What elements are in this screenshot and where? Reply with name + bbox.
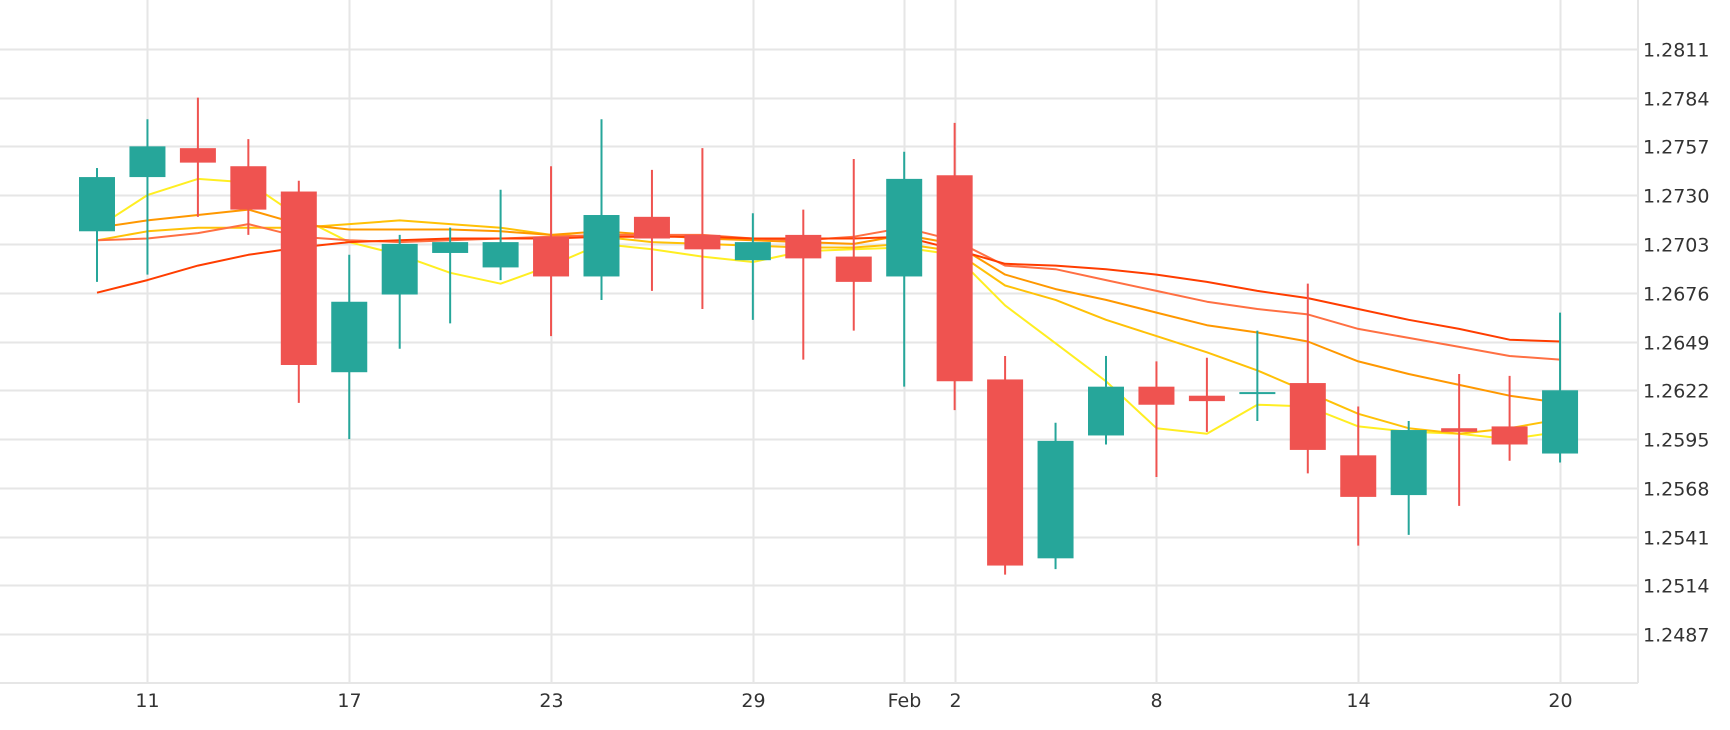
y-tick-label: 1.2595 xyxy=(1643,430,1709,452)
x-tick-label: 14 xyxy=(1346,690,1370,712)
candle-body xyxy=(1138,386,1175,405)
y-tick-label: 1.2487 xyxy=(1643,625,1709,647)
candle xyxy=(1441,374,1478,506)
candle-body xyxy=(1491,426,1528,445)
candle-body xyxy=(936,175,973,382)
candle-body xyxy=(1037,440,1074,559)
y-tick-label: 1.2703 xyxy=(1643,235,1709,257)
axes: 1.2811 1.2784 1.2757 1.2730 1.2703 1.2676 1.26… xyxy=(135,40,1709,713)
candle xyxy=(1390,421,1427,535)
candle-body xyxy=(987,379,1024,566)
candle xyxy=(583,119,620,300)
candle-body xyxy=(785,234,822,259)
y-tick-label: 1.2541 xyxy=(1643,528,1709,550)
candle-body xyxy=(1542,390,1579,454)
x-tick-label: Feb xyxy=(888,690,922,712)
candle-body xyxy=(583,215,620,277)
candle-body xyxy=(331,301,368,373)
candle-body xyxy=(432,242,469,253)
candle-body xyxy=(381,243,418,295)
x-tick-label: 2 xyxy=(949,690,961,712)
x-tick-label: 29 xyxy=(741,690,765,712)
candle xyxy=(280,180,317,403)
candle xyxy=(734,213,771,320)
candle xyxy=(633,169,670,291)
candle xyxy=(129,119,166,275)
candle-body xyxy=(886,178,923,277)
y-tick-label: 1.2622 xyxy=(1643,381,1709,403)
y-tick-label: 1.2568 xyxy=(1643,479,1709,501)
y-tick-label: 1.2730 xyxy=(1643,186,1709,208)
candle-body xyxy=(179,148,216,163)
candle xyxy=(179,97,216,217)
candle-body xyxy=(835,256,872,282)
candle-body xyxy=(734,242,771,261)
candle xyxy=(1542,312,1579,463)
candle-body xyxy=(1390,430,1427,496)
candle-body xyxy=(79,177,115,232)
candle xyxy=(835,159,872,331)
candle xyxy=(1037,422,1074,570)
candle xyxy=(482,189,519,281)
y-tick-label: 1.2649 xyxy=(1643,333,1709,355)
candle xyxy=(1289,283,1326,474)
candle xyxy=(1188,357,1225,432)
x-tick-label: 23 xyxy=(539,690,563,712)
y-tick-label: 1.2514 xyxy=(1643,576,1709,598)
candle-body xyxy=(533,236,570,277)
moving-average-line-5 xyxy=(96,235,1561,343)
moving-average-line-3 xyxy=(96,208,1561,404)
candle xyxy=(432,227,469,324)
candle xyxy=(1239,330,1276,422)
candle xyxy=(230,139,267,235)
candle-body xyxy=(1088,386,1124,436)
candle xyxy=(785,209,822,360)
x-tick-label: 20 xyxy=(1548,690,1572,712)
x-tick-label: 11 xyxy=(135,690,159,712)
candle xyxy=(533,166,570,337)
x-tick-label: 17 xyxy=(337,690,361,712)
candle xyxy=(381,234,418,349)
candle xyxy=(1088,355,1124,445)
x-tick-label: 8 xyxy=(1150,690,1162,712)
candle-body xyxy=(1188,395,1225,402)
y-tick-label: 1.2757 xyxy=(1643,137,1709,159)
candle-body xyxy=(1289,383,1326,450)
candles xyxy=(79,97,1579,575)
candle xyxy=(331,254,368,440)
candle-body xyxy=(633,216,670,239)
y-tick-label: 1.2676 xyxy=(1643,284,1709,306)
candle-body xyxy=(684,234,721,250)
candle-body xyxy=(280,191,317,365)
candle-body xyxy=(1239,392,1276,395)
candle xyxy=(1491,375,1528,461)
candle xyxy=(1138,361,1175,478)
y-tick-label: 1.2811 xyxy=(1643,40,1709,62)
candle xyxy=(1340,406,1377,546)
candle-body xyxy=(482,242,519,268)
candle xyxy=(684,148,721,309)
candle-body xyxy=(1340,455,1377,497)
candle-body xyxy=(230,166,267,210)
candle xyxy=(936,122,973,411)
y-tick-label: 1.2784 xyxy=(1643,89,1709,111)
candle xyxy=(886,151,923,387)
candle-body xyxy=(1441,428,1478,432)
candle xyxy=(79,168,115,282)
grid xyxy=(0,0,1639,684)
candle-body xyxy=(129,146,166,178)
candle xyxy=(987,355,1024,575)
